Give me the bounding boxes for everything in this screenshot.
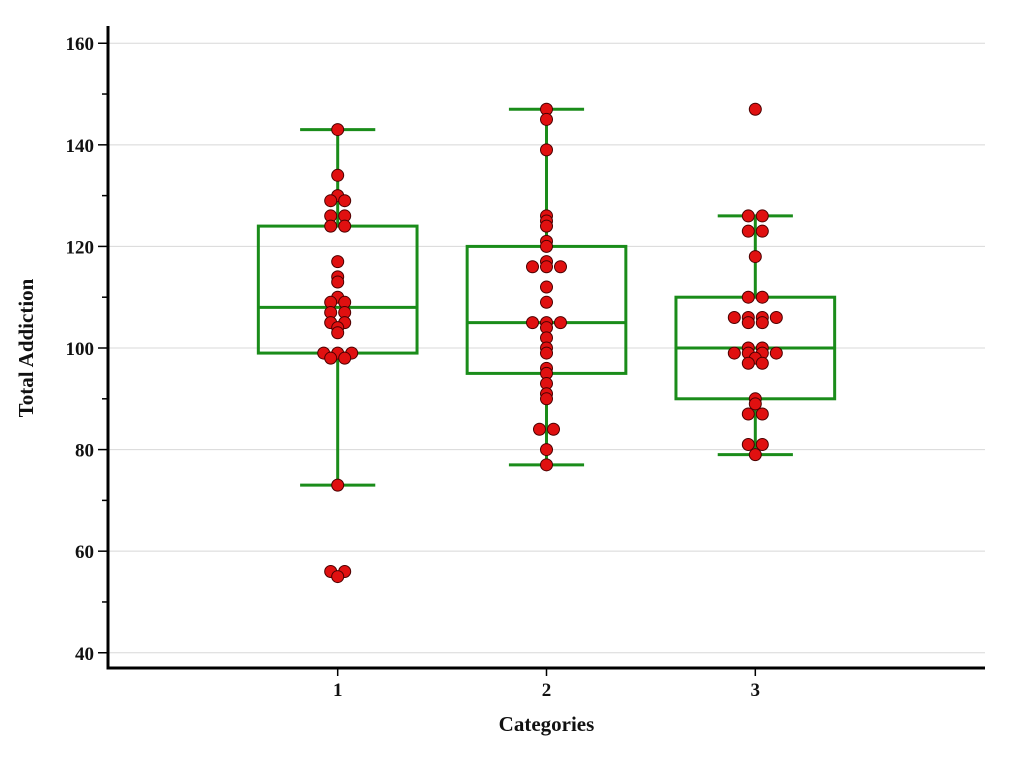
data-point [755,407,769,421]
data-point [540,239,553,253]
data-point [755,356,769,370]
data-point [331,168,345,182]
data-point [338,219,352,233]
y-tick-label: 40 [75,644,94,665]
data-point [727,311,741,325]
data-point [540,392,553,406]
data-point [540,346,553,360]
data-point [755,438,769,452]
y-tick-label: 100 [66,339,95,360]
x-tick-label: 1 [333,680,343,701]
data-point [755,224,769,238]
data-point [769,346,783,360]
y-tick-label: 80 [75,441,94,462]
y-tick-label: 120 [66,237,95,258]
x-axis-title: Categories [499,712,595,736]
data-point [741,316,755,330]
y-tick-label: 60 [75,542,94,563]
data-point [741,209,755,223]
data-point [540,443,553,457]
data-points [317,102,783,584]
data-point [547,422,560,436]
data-point [741,407,755,421]
tick-labels: 40 60 80 100 120 140 160 1 2 3 [66,34,761,701]
data-point [741,438,755,452]
data-point [741,356,755,370]
data-point [331,570,345,584]
data-point [540,143,553,157]
data-point [331,478,345,492]
data-point [331,326,345,340]
data-point [338,194,352,208]
y-tick-label: 160 [66,34,95,55]
x-tick-label: 3 [751,680,761,701]
data-point [324,219,338,233]
x-tick-label: 2 [542,680,552,701]
data-point [324,351,338,365]
data-point [748,397,762,411]
data-point [526,260,539,274]
data-point [769,311,783,325]
data-point [755,209,769,223]
data-point [540,260,553,274]
data-point [331,255,345,269]
data-point [526,316,539,330]
data-point [727,346,741,360]
data-point [331,275,345,289]
data-point [741,224,755,238]
data-point [540,280,553,294]
data-point [540,295,553,309]
data-point [540,112,553,126]
data-point [533,422,546,436]
y-axis-title: Total Addiction [14,278,38,417]
y-tick-label: 140 [66,136,95,157]
data-point [755,290,769,304]
data-point [331,123,345,137]
data-point [554,260,567,274]
data-point [554,316,567,330]
axes [98,26,985,676]
data-point [748,102,762,116]
data-point [748,448,762,462]
data-point [540,219,553,233]
data-point [324,194,338,208]
data-point [338,351,352,365]
data-point [741,290,755,304]
data-point [755,316,769,330]
data-point [748,250,762,264]
data-point [540,458,553,472]
